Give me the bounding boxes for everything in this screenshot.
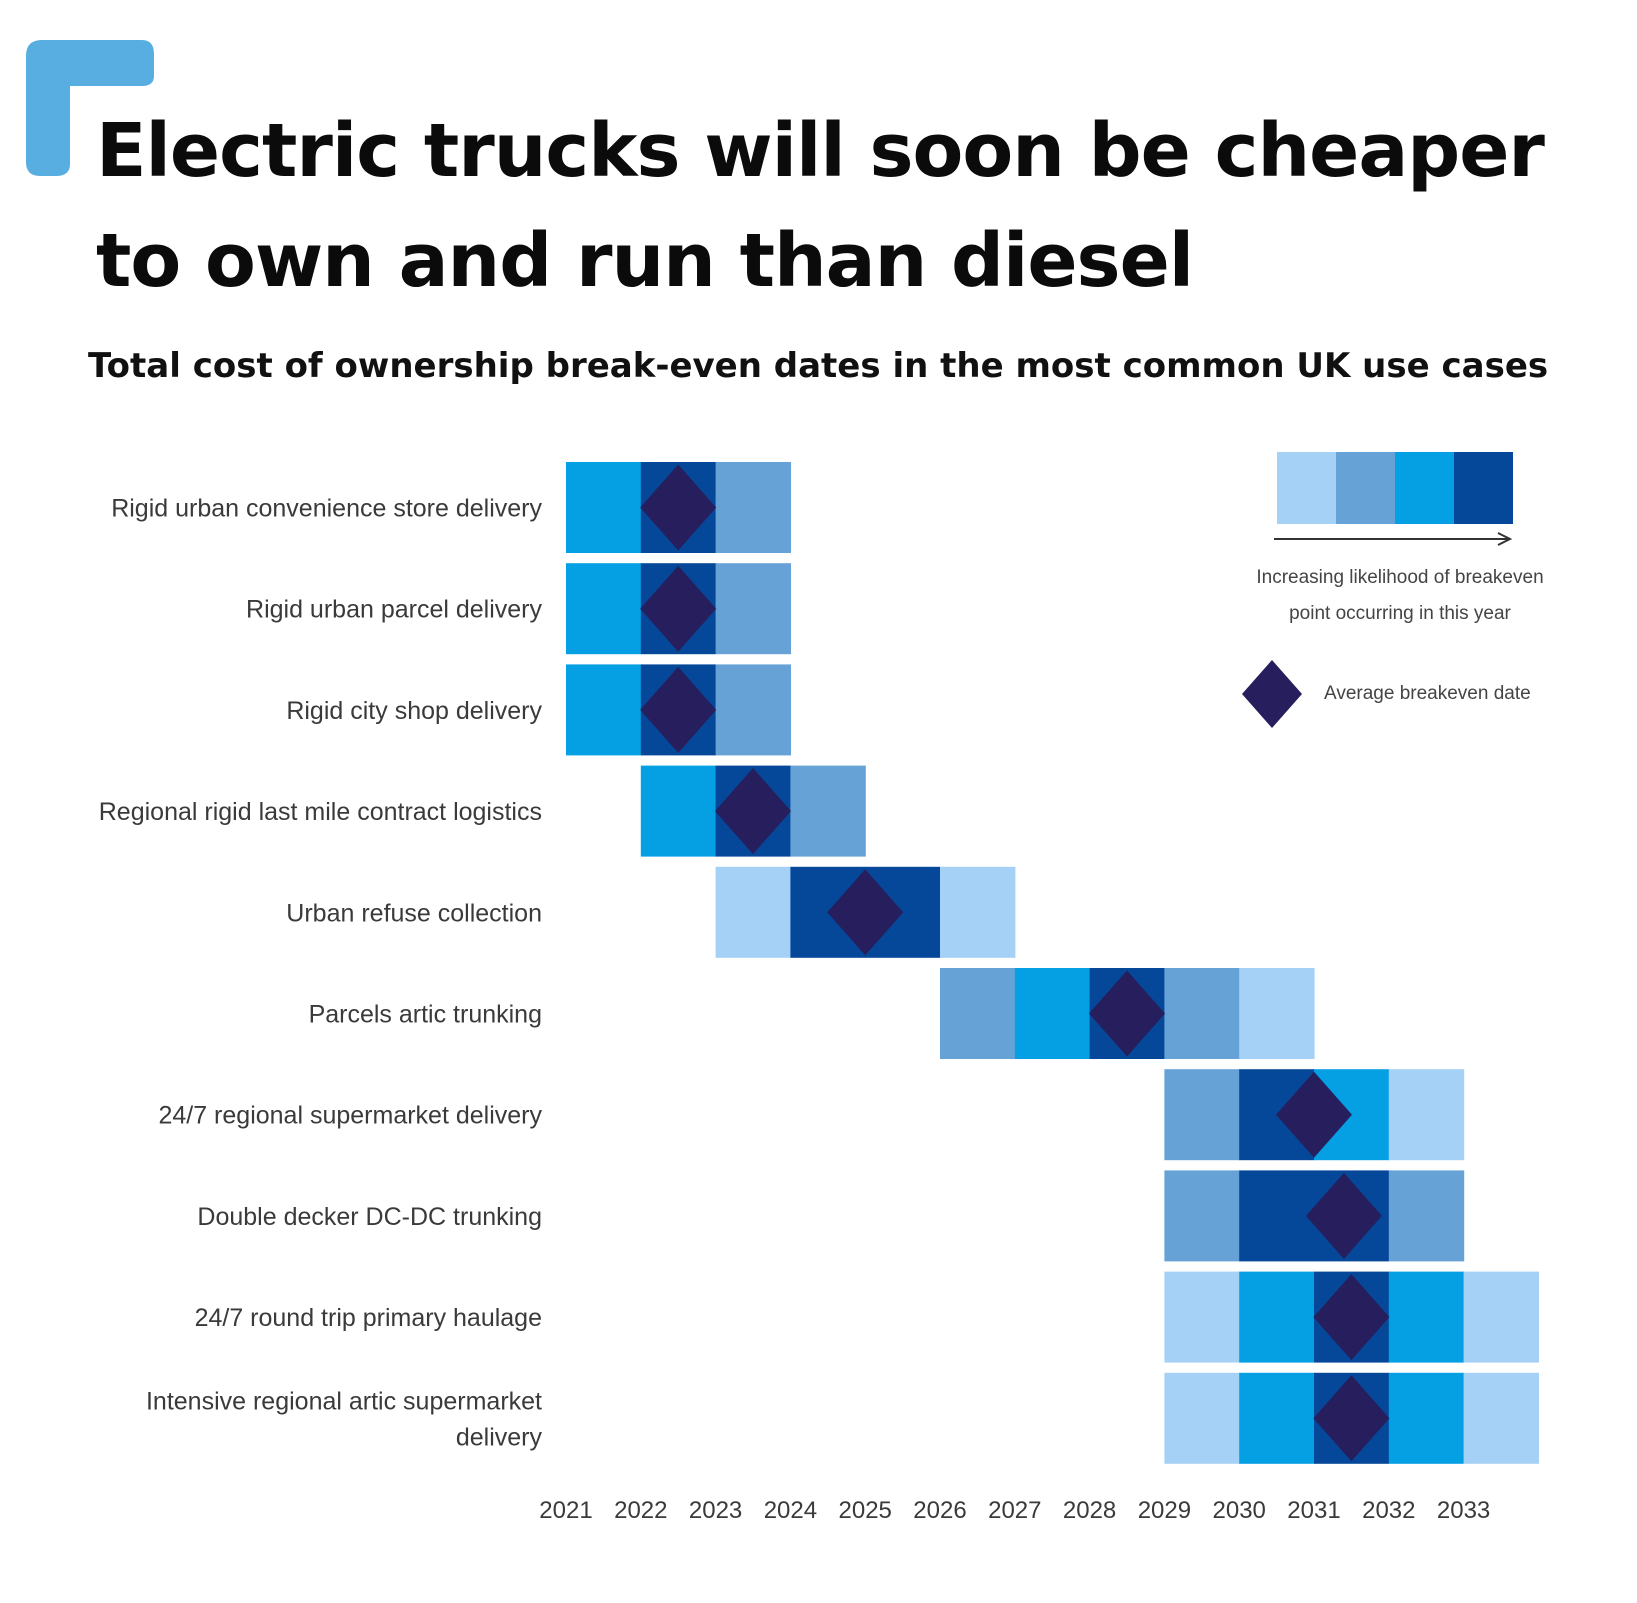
legend-average-label: Average breakeven date [1324, 683, 1531, 704]
row-label: Rigid urban convenience store delivery [111, 495, 542, 523]
heatmap-cell [715, 563, 791, 655]
row-labels: Rigid urban convenience store delivery Ri… [99, 495, 543, 1452]
x-tick-label: 2032 [1362, 1497, 1415, 1524]
row-label-line: Rigid urban convenience store delivery [111, 495, 542, 523]
heatmap-cell [1239, 1170, 1315, 1262]
heatmap-cell [566, 563, 642, 655]
row-label: Regional rigid last mile contract logist… [99, 798, 542, 826]
x-tick-label: 2027 [988, 1497, 1041, 1524]
average-breakeven-diamond [1089, 970, 1165, 1057]
heatmap-cell [940, 968, 1016, 1059]
x-tick-label: 2021 [539, 1497, 592, 1524]
heatmap-cell [1239, 1271, 1315, 1363]
page-title: Electric trucks will soon be cheaper to … [96, 96, 1576, 316]
average-breakeven-diamond [1276, 1071, 1352, 1158]
row-label-line: delivery [456, 1423, 543, 1451]
legend-swatch [1395, 452, 1454, 524]
arrow-right-icon [1274, 532, 1513, 546]
average-markers [640, 464, 1390, 1462]
heatmap-cell [1463, 1271, 1539, 1363]
row-label: Rigid urban parcel delivery [246, 596, 542, 624]
x-axis-ticks: 2021 2022 2023 2024 2025 2026 2027 2028 2029 2030… [539, 1497, 1490, 1524]
heatmap-cell [1164, 1069, 1240, 1161]
x-tick-label: 2033 [1437, 1497, 1490, 1524]
heatmap-cell [566, 664, 642, 756]
heatmap-cell [715, 462, 791, 553]
row-label-line: Intensive regional artic supermarket [146, 1387, 542, 1415]
row-label: Parcels artic trunking [309, 1001, 542, 1029]
heatmap-cell [940, 866, 1016, 958]
x-tick-label: 2022 [614, 1497, 667, 1524]
legend-likelihood-scale [1277, 452, 1513, 524]
average-breakeven-diamond [640, 565, 717, 652]
heatmap-cell [1164, 1372, 1240, 1464]
row-label: Rigid city shop delivery [286, 697, 542, 725]
average-breakeven-diamond [715, 768, 791, 855]
row-label-line: Regional rigid last mile contract logist… [99, 798, 542, 826]
heatmap-cell [566, 462, 642, 553]
row-label: Urban refuse collection [286, 899, 542, 927]
heatmap-cell [1388, 1271, 1465, 1363]
average-breakeven-diamond [827, 869, 904, 956]
x-tick-label: 2029 [1138, 1497, 1191, 1524]
average-breakeven-diamond [1313, 1375, 1390, 1462]
heatmap-cell [790, 765, 866, 857]
heatmap-cell [1164, 1271, 1240, 1363]
row-label-line: Double decker DC-DC trunking [197, 1203, 542, 1231]
row-label-line: Urban refuse collection [286, 899, 542, 927]
average-breakeven-diamond [640, 464, 717, 551]
title-line-1: Electric trucks will soon be cheaper [96, 108, 1545, 194]
x-tick-label: 2030 [1213, 1497, 1266, 1524]
legend-swatch [1336, 452, 1395, 524]
x-tick-label: 2025 [839, 1497, 892, 1524]
heatmap-cell [1239, 968, 1315, 1059]
heatmap-cell [640, 765, 717, 857]
row-label-line: Rigid city shop delivery [286, 697, 542, 725]
x-tick-label: 2023 [689, 1497, 742, 1524]
row-label-line: Parcels artic trunking [309, 1001, 542, 1029]
heatmap-cell [1388, 1069, 1465, 1161]
legend-caption: Increasing likelihood of breakeven point… [1230, 560, 1570, 632]
average-breakeven-diamond [640, 666, 717, 753]
legend-caption-line-2: point occurring in this year [1289, 603, 1511, 624]
heatmap-cell [1463, 1372, 1539, 1464]
heatmap-cell [1164, 968, 1240, 1059]
legend-caption-line-1: Increasing likelihood of breakeven [1256, 567, 1544, 588]
legend: Increasing likelihood of breakeven point… [1230, 452, 1570, 730]
heatmap-cell [1014, 968, 1091, 1059]
average-breakeven-diamond [1313, 1274, 1390, 1361]
row-label: 24/7 round trip primary haulage [195, 1304, 542, 1332]
x-tick-label: 2028 [1063, 1497, 1116, 1524]
heatmap-cell [715, 866, 791, 958]
brand-corner-logo [26, 40, 154, 176]
x-tick-label: 2031 [1287, 1497, 1340, 1524]
legend-average-entry: Average breakeven date [1240, 658, 1570, 730]
average-breakeven-diamond [1305, 1172, 1382, 1259]
row-label-line: 24/7 regional supermarket delivery [158, 1102, 542, 1130]
title-line-2: to own and run than diesel [96, 218, 1194, 304]
heatmap-cell [715, 664, 791, 756]
legend-swatch [1277, 452, 1336, 524]
chart-subtitle: Total cost of ownership break-even dates… [88, 346, 1549, 386]
heatmap-cell [1388, 1372, 1465, 1464]
row-label: Double decker DC-DC trunking [197, 1203, 542, 1231]
row-label-line: Rigid urban parcel delivery [246, 596, 542, 624]
brand-corner-shape [26, 40, 154, 176]
heatmap-cell [1164, 1170, 1240, 1262]
legend-swatch [1454, 452, 1513, 524]
x-tick-label: 2024 [764, 1497, 817, 1524]
diamond-icon [1242, 660, 1302, 728]
heatmap-cell [1388, 1170, 1465, 1262]
x-tick-label: 2026 [913, 1497, 966, 1524]
row-label: 24/7 regional supermarket delivery [158, 1102, 542, 1130]
row-label-line: 24/7 round trip primary haulage [195, 1304, 542, 1332]
row-label: Intensive regional artic supermarket deli… [146, 1387, 543, 1451]
heatmap-cell [1239, 1372, 1315, 1464]
